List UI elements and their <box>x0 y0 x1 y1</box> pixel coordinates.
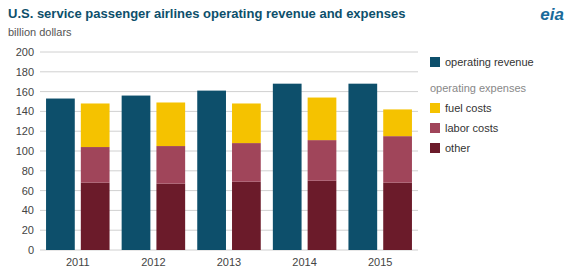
legend-swatch <box>430 123 440 133</box>
x-tick-label: 2012 <box>141 256 165 268</box>
x-tick-label: 2013 <box>217 256 241 268</box>
bar <box>383 109 412 136</box>
legend-swatch <box>430 103 440 113</box>
bar <box>81 183 110 250</box>
legend-swatch <box>430 143 440 153</box>
y-tick-label: 0 <box>28 244 34 256</box>
bar <box>273 84 302 250</box>
legend-label: labor costs <box>445 122 499 134</box>
x-tick-label: 2014 <box>292 256 316 268</box>
bar <box>156 184 185 250</box>
bar <box>232 182 261 250</box>
x-tick-label: 2015 <box>368 256 392 268</box>
bar <box>348 84 377 250</box>
legend-label: other <box>445 142 470 154</box>
title: U.S. service passenger airlines operatin… <box>8 6 405 21</box>
bar <box>122 96 151 250</box>
y-tick-label: 160 <box>16 86 34 98</box>
y-tick-label: 140 <box>16 105 34 117</box>
x-tick-label: 2011 <box>66 256 90 268</box>
logo: eia <box>540 5 564 24</box>
bar <box>232 143 261 182</box>
y-tick-label: 40 <box>22 204 34 216</box>
bar <box>383 183 412 250</box>
bar <box>308 181 337 250</box>
y-tick-label: 80 <box>22 165 34 177</box>
grid-line <box>40 71 418 72</box>
y-tick-label: 20 <box>22 224 34 236</box>
bar <box>308 140 337 181</box>
bar <box>46 99 75 250</box>
y-tick-label: 180 <box>16 66 34 78</box>
y-tick-label: 60 <box>22 185 34 197</box>
bar <box>383 136 412 183</box>
bar <box>156 146 185 184</box>
bar <box>81 147 110 183</box>
legend-label: operating revenue <box>445 56 534 68</box>
bar <box>156 102 185 146</box>
bar <box>308 98 337 141</box>
legend-label: fuel costs <box>445 102 492 114</box>
y-tick-label: 120 <box>16 125 34 137</box>
legend-group-label: operating expenses <box>430 82 527 94</box>
subtitle: billion dollars <box>8 26 72 38</box>
bar <box>232 103 261 143</box>
bars <box>46 84 412 250</box>
y-tick-label: 100 <box>16 145 34 157</box>
bar <box>197 91 226 250</box>
legend-swatch <box>430 57 440 67</box>
bar <box>81 103 110 147</box>
y-tick-label: 200 <box>16 46 34 58</box>
grid-line <box>40 52 418 53</box>
chart: U.S. service passenger airlines operatin… <box>0 0 572 280</box>
